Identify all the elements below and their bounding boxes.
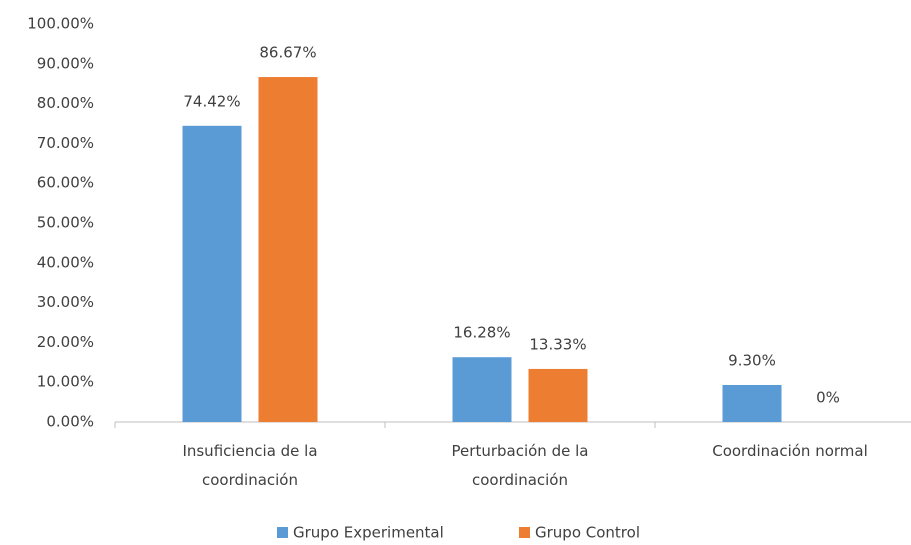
legend-swatch bbox=[519, 527, 530, 538]
data-label: 74.42% bbox=[183, 92, 240, 110]
legend-label: Grupo Control bbox=[535, 524, 640, 542]
legend-label: Grupo Experimental bbox=[293, 524, 444, 542]
bar bbox=[528, 368, 588, 422]
y-tick-label: 30.00% bbox=[37, 293, 94, 311]
bar bbox=[258, 77, 318, 422]
data-label: 16.28% bbox=[453, 324, 510, 342]
y-tick-label: 90.00% bbox=[37, 54, 94, 72]
data-label: 0% bbox=[816, 389, 840, 407]
data-label: 86.67% bbox=[259, 44, 316, 62]
y-tick-label: 10.00% bbox=[37, 373, 94, 391]
y-tick-label: 80.00% bbox=[37, 94, 94, 112]
y-tick-label: 60.00% bbox=[37, 174, 94, 192]
data-label: 9.30% bbox=[728, 351, 776, 369]
x-tick-label: Perturbación de la coordinación bbox=[451, 442, 589, 489]
y-tick-label: 70.00% bbox=[37, 134, 94, 152]
y-tick-label: 20.00% bbox=[37, 333, 94, 351]
y-tick-label: 50.00% bbox=[37, 214, 94, 232]
y-tick-label: 0.00% bbox=[46, 413, 94, 431]
y-tick-label: 40.00% bbox=[37, 253, 94, 271]
bar bbox=[182, 125, 242, 422]
bar bbox=[722, 384, 782, 422]
legend-swatch bbox=[277, 527, 288, 538]
y-tick-label: 100.00% bbox=[27, 15, 94, 33]
x-tick-label: Coordinación normal bbox=[712, 442, 868, 460]
data-label: 13.33% bbox=[529, 335, 586, 353]
x-tick-label: Insuficiencia de la coordinación bbox=[182, 442, 318, 489]
bar bbox=[452, 357, 512, 422]
